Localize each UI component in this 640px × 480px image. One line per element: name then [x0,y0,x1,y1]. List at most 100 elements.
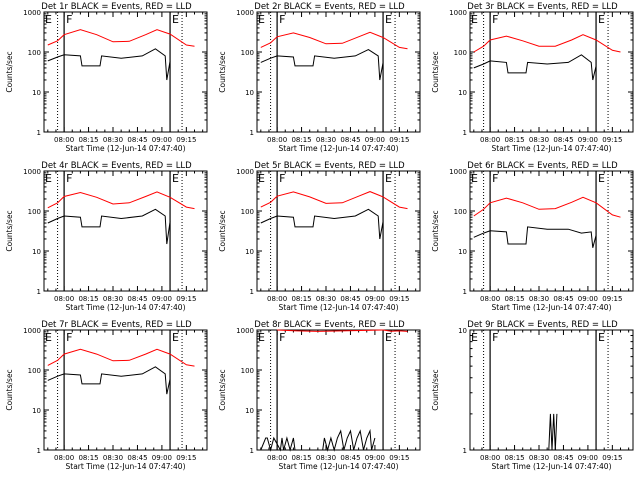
y-tick-label: 1000 [236,327,254,335]
panel-det-4r: Det 4r BLACK = Events, RED = LLD 1 10 100 10… [5,161,208,312]
event-marker-label: E [258,13,265,26]
x-tick-label: 08:30 [316,295,336,303]
y-axis-label: Counts/sec [5,369,14,410]
y-tick-label: 100 [241,208,254,216]
x-tick-label: 09:15 [176,454,196,462]
event-marker-label: E [471,172,478,185]
x-tick-label: 08:45 [127,295,147,303]
x-tick-label: 08:45 [127,454,147,462]
x-tick-label: 08:15 [78,136,98,144]
x-tick-label: 08:00 [54,136,74,144]
series-events [47,366,171,395]
plot-frame [469,11,634,133]
x-tick-label: 09:00 [578,295,598,303]
x-tick-label: 08:15 [291,295,311,303]
event-marker-label: E [598,13,605,26]
x-tick-label: 08:45 [553,295,573,303]
y-axis-label: Counts/sec [431,369,440,410]
y-tick-label: 1000 [23,327,41,335]
x-tick-label: 08:15 [78,295,98,303]
x-tick-label: 09:15 [602,136,622,144]
series-lld [260,31,408,50]
event-marker-label: E [45,172,52,185]
y-axis-label: Counts/sec [5,51,14,92]
x-tick-label: 08:15 [291,136,311,144]
event-marker-label: F [492,331,498,344]
panel-det-6r: Det 6r BLACK = Events, RED = LLD 1 10 100 10… [431,161,634,312]
panel-title: Det 9r BLACK = Events, RED = LLD [467,320,618,330]
panel-title: Det 4r BLACK = Events, RED = LLD [41,161,192,171]
y-tick-label: 10 [245,407,254,415]
x-axis-label: Start Time (12-Jun-14 07:47:40) [279,462,399,471]
x-tick-label: 08:00 [54,454,74,462]
y-tick-label: 1000 [236,168,254,176]
x-tick-label: 09:15 [389,454,409,462]
x-axis-label: Start Time (12-Jun-14 07:47:40) [279,303,399,312]
y-axis-label: Counts/sec [431,210,440,251]
panel-det-3r: Det 3r BLACK = Events, RED = LLD 1 10 100 10… [431,2,634,153]
y-axis-label: Counts/sec [5,210,14,251]
event-marker-label: F [66,172,72,185]
event-marker-label: E [258,172,265,185]
x-tick-label: 09:00 [152,136,172,144]
panel-det-9r: Det 9r BLACK = Events, RED = LLD 1 10 08:00… [431,320,634,471]
series-lld [47,29,195,47]
y-tick-label: 1 [37,129,41,137]
x-tick-label: 08:30 [316,454,336,462]
panel-det-2r: Det 2r BLACK = Events, RED = LLD 1 10 100 10… [218,2,421,153]
x-tick-label: 09:15 [389,136,409,144]
plot-frame [43,329,208,451]
y-tick-label: 10 [458,248,467,256]
x-tick-label: 09:00 [152,295,172,303]
y-tick-label: 1 [250,129,254,137]
x-tick-label: 08:30 [529,295,549,303]
x-tick-label: 09:00 [365,136,385,144]
y-tick-label: 1 [37,288,41,296]
y-axis-label: Counts/sec [218,210,227,251]
x-tick-label: 08:45 [340,295,360,303]
y-tick-label: 10 [458,89,467,97]
panel-det-1r: Det 1r BLACK = Events, RED = LLD 1 10 100 10… [5,2,208,153]
y-tick-label: 1000 [449,9,467,17]
x-tick-label: 08:15 [504,136,524,144]
event-marker-label: F [279,172,285,185]
y-axis-label: Counts/sec [218,369,227,410]
y-tick-label: 100 [241,49,254,57]
x-tick-label: 09:00 [365,295,385,303]
x-tick-label: 08:15 [504,454,524,462]
y-tick-label: 10 [32,89,41,97]
series-events [260,49,384,81]
panel-title: Det 5r BLACK = Events, RED = LLD [254,161,405,171]
event-marker-label: F [279,331,285,344]
series-events [473,54,597,81]
event-marker-label: E [471,13,478,26]
event-marker-label: E [172,172,179,185]
panel-title: Det 7r BLACK = Events, RED = LLD [41,320,192,330]
x-axis-label: Start Time (12-Jun-14 07:47:40) [492,303,612,312]
x-tick-label: 09:15 [602,295,622,303]
plot-frame [43,170,208,292]
series-events [47,48,171,81]
y-tick-label: 100 [454,208,467,216]
event-marker-label: F [492,172,498,185]
x-axis-label: Start Time (12-Jun-14 07:47:40) [279,144,399,153]
x-tick-label: 08:45 [553,454,573,462]
series-events [260,428,376,452]
x-tick-label: 08:00 [267,454,287,462]
y-tick-label: 1 [463,447,467,455]
x-tick-label: 08:45 [340,136,360,144]
x-tick-label: 08:45 [127,136,147,144]
series-events [473,226,597,248]
y-tick-label: 100 [28,49,41,57]
event-marker-label: E [172,331,179,344]
y-tick-label: 100 [28,208,41,216]
x-tick-label: 08:15 [504,295,524,303]
x-tick-label: 08:30 [529,454,549,462]
x-tick-label: 09:15 [176,295,196,303]
y-tick-label: 1000 [449,168,467,176]
y-tick-label: 1000 [236,9,254,17]
x-tick-label: 08:15 [291,454,311,462]
y-tick-label: 1 [250,288,254,296]
series-events [260,208,384,240]
x-axis-label: Start Time (12-Jun-14 07:47:40) [66,144,186,153]
